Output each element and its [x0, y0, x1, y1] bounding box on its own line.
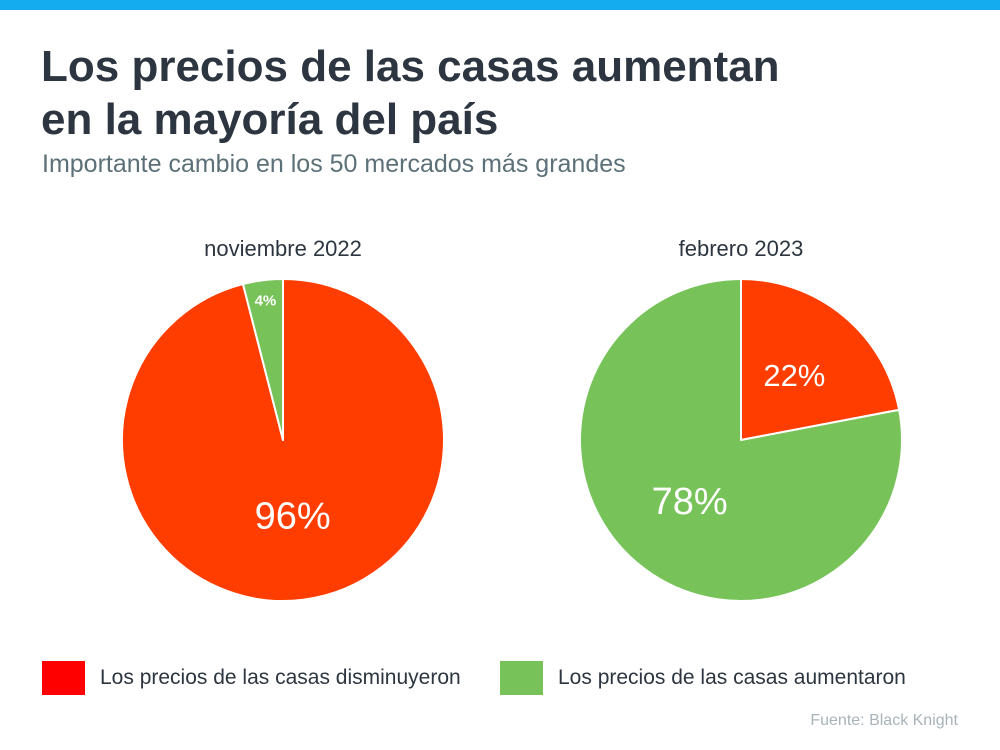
pie-slice-decreased — [740, 278, 901, 441]
page-title: Los precios de las casas aumentan en la … — [41, 40, 941, 146]
pie-chart-february-2023: febrero 2023 22% 78% — [579, 236, 903, 602]
pie-label-increased: 4% — [255, 293, 277, 310]
pie-label-decreased: 22% — [763, 358, 825, 393]
pie-slice-increased — [579, 278, 903, 602]
page-subtitle: Importante cambio en los 50 mercados más… — [42, 150, 626, 178]
title-line-1: Los precios de las casas aumentan — [41, 42, 780, 91]
legend-label-increased: Los precios de las casas aumentaron — [558, 666, 906, 689]
legend-item-increased: Los precios de las casas aumentaron — [500, 661, 906, 695]
pie-label-increased: 78% — [652, 481, 728, 523]
pie-chart-november-2022: noviembre 2022 96% 4% — [121, 236, 445, 602]
pie-label-decreased: 96% — [255, 496, 331, 538]
legend-item-decreased: Los precios de las casas disminuyeron — [42, 661, 461, 695]
pie-slice-increased — [241, 278, 284, 441]
pie-title-february-2023: febrero 2023 — [679, 236, 804, 261]
legend-swatch-decreased — [42, 661, 85, 695]
legend-swatch-increased — [500, 661, 543, 695]
top-accent-bar — [0, 0, 1000, 10]
source-credit: Fuente: Black Knight — [810, 712, 958, 729]
legend-label-decreased: Los precios de las casas disminuyeron — [100, 666, 461, 689]
pie-title-november-2022: noviembre 2022 — [204, 236, 362, 261]
title-line-2: en la mayoría del país — [41, 95, 499, 144]
